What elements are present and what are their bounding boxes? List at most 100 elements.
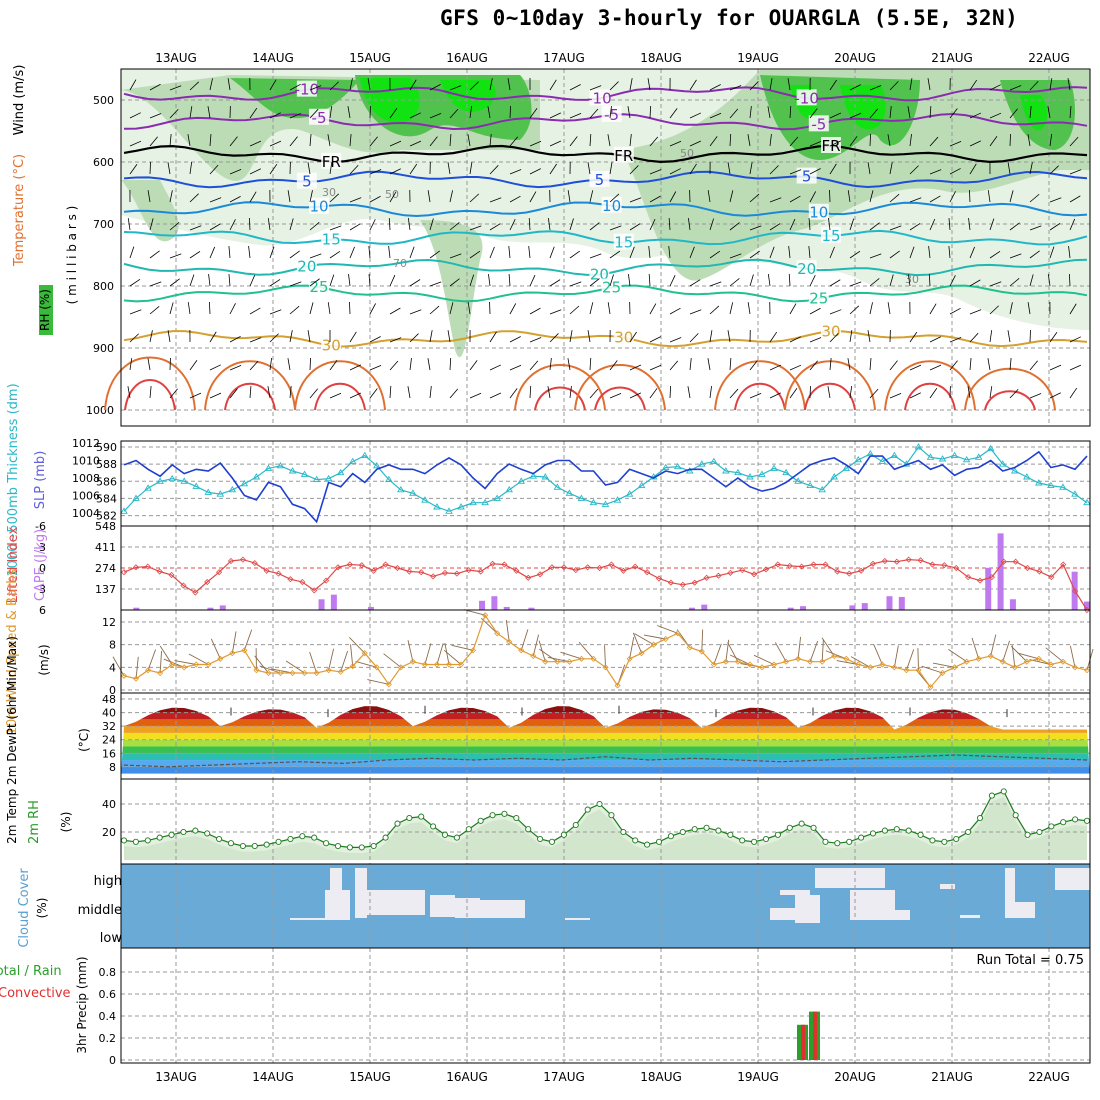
wind-barb (709, 112, 722, 119)
wind-barb (489, 246, 495, 259)
temperature-band (121, 746, 1090, 754)
wind-barb (529, 307, 541, 315)
wind-speed-point (157, 669, 164, 677)
rh-2m-point (168, 831, 175, 838)
rh-2m-line (123, 790, 1088, 848)
wind-barb (909, 392, 921, 399)
thickness-point (409, 489, 417, 496)
wind-barb (587, 330, 591, 343)
ylabel-upper-pressure: ( m i l l i b a r s ) (65, 206, 79, 305)
cape-bar (886, 596, 893, 610)
wind-barb (607, 134, 611, 147)
lifted-index-point (572, 567, 579, 574)
thickness-point (216, 490, 225, 497)
temperature-band (121, 760, 1090, 767)
wind-barb (187, 134, 191, 147)
wind-barb (769, 331, 778, 343)
cape-bar (898, 596, 905, 610)
precip-run-total: Run Total = 0.75 (976, 953, 1084, 968)
contour-label-bg (601, 196, 622, 213)
wind-barb (429, 113, 442, 119)
wind-barb-10m (932, 662, 955, 668)
wind-barb (909, 364, 922, 371)
panel-frame (120, 68, 1091, 427)
wind-barb (149, 136, 158, 147)
contour-label-bg (796, 167, 817, 184)
wind-speed-point (145, 667, 152, 674)
wind-barb (1049, 246, 1055, 259)
rh-2m-point (192, 827, 199, 834)
wind-barb (809, 140, 822, 147)
wind-speed-point (638, 650, 645, 657)
lifted-index-point (358, 562, 365, 569)
ylabel-precip-unit: 3hr Precip (mm) (75, 956, 89, 1053)
thickness-point (120, 507, 128, 514)
temperature-contour-35 (294, 360, 386, 411)
wind-barb (609, 162, 613, 175)
temperature-contour-35 (964, 367, 1056, 411)
contour-label-bg (589, 171, 610, 188)
wind-barb (469, 193, 480, 203)
lifted-index-point (893, 558, 900, 565)
wind-barb (1009, 302, 1013, 315)
wind-barb (149, 305, 160, 315)
wind-speed-point (361, 650, 368, 657)
wind-barb-10m (774, 642, 787, 662)
wind-barb (249, 107, 258, 119)
rh-contour-label: 50 (385, 188, 399, 201)
rh-2m-point (858, 834, 865, 841)
rh-2m-point (501, 810, 508, 817)
wind-barb (389, 191, 397, 203)
wind-barb (989, 330, 993, 343)
rh-2m-point (132, 838, 139, 845)
wind-barb (449, 222, 460, 231)
wind-barb (209, 78, 213, 91)
wind-barb (689, 309, 702, 315)
rh-2m-point (810, 824, 817, 831)
contour-label-bg (613, 233, 634, 250)
wind-barb (569, 305, 580, 315)
wind-barb (948, 218, 951, 231)
bottom-date-axis: 13AUG 14AUG 15AUG 16AUG 17AUG 18AUG 19AUG 20AUG… (155, 1070, 1070, 1084)
wind-barb (789, 169, 802, 175)
wind-barb (329, 81, 339, 91)
wind-barb-10m (643, 634, 666, 640)
wind-barb (309, 278, 320, 287)
wind-barb (489, 165, 499, 175)
cape-bar (491, 596, 498, 610)
wind-barb (149, 281, 162, 287)
wind-barb (749, 106, 752, 119)
wind-barb (407, 218, 411, 231)
wind-barb (427, 358, 431, 371)
thickness-point (397, 485, 405, 493)
thickness-point (589, 498, 598, 506)
cape-bar (1084, 601, 1090, 610)
ylabel-thickness: 1000~500mb Thickness (dm) (6, 383, 21, 576)
wind-barb (709, 330, 713, 343)
wind-barb (229, 136, 238, 147)
lifted-index-point (525, 574, 532, 581)
contour-label-bg (309, 278, 330, 295)
wind-barb (429, 136, 438, 147)
pressure-tick-label: 500 (93, 94, 114, 107)
rh-2m-point (965, 828, 972, 836)
wind-barb (549, 163, 557, 175)
wind-barb (769, 223, 781, 231)
wind-barb-10m (821, 639, 824, 662)
wind-barb (648, 274, 651, 287)
wind-barb (547, 218, 551, 231)
wind-speed-point (626, 655, 633, 662)
wind-barb (669, 168, 681, 175)
wind-barb (1049, 392, 1061, 399)
wind-barb-10m (340, 650, 349, 673)
rh-2m-point (905, 827, 912, 834)
cloud-block (290, 918, 330, 920)
wind-barb-10m (629, 637, 635, 659)
rh-2m-point (834, 840, 841, 847)
thickness-point (1010, 467, 1019, 474)
cloud-level-label: low (100, 931, 123, 946)
wind-barb (509, 105, 511, 119)
wind-barb (747, 134, 751, 147)
thickness-point (938, 455, 947, 462)
wind-barb (769, 392, 782, 399)
